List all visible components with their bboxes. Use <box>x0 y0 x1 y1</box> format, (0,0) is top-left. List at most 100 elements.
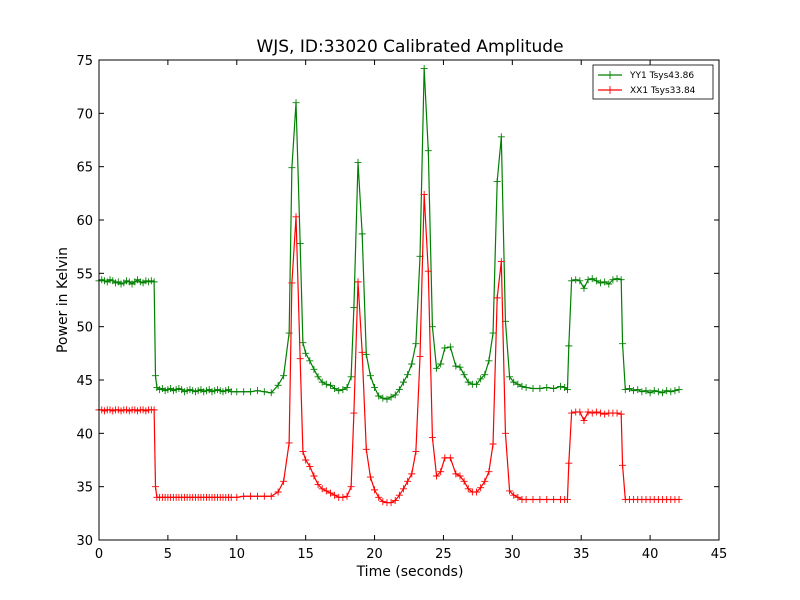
y-tick-label: 70 <box>76 107 93 122</box>
legend: YY1 Tsys43.86 XX1 Tsys33.84 <box>592 64 714 100</box>
data-point-marker <box>331 491 339 499</box>
data-point-marker <box>280 372 288 380</box>
data-point-marker <box>563 386 571 394</box>
series-1 <box>95 65 683 403</box>
data-point-marker <box>568 409 576 417</box>
data-point-marker <box>288 164 296 172</box>
data-point-marker <box>588 409 596 417</box>
data-point-marker <box>399 378 407 386</box>
legend-marker <box>606 71 614 79</box>
data-point-marker <box>302 349 310 357</box>
data-point-marker <box>404 371 412 379</box>
data-point-marker <box>565 342 573 350</box>
data-point-marker <box>274 381 282 389</box>
data-point-marker <box>654 388 662 396</box>
data-point-marker <box>529 385 537 393</box>
data-point-marker <box>260 492 268 500</box>
y-tick-label: 50 <box>76 321 93 336</box>
data-point-marker <box>557 382 565 390</box>
data-point-marker <box>151 372 159 380</box>
data-point-marker <box>489 329 497 337</box>
data-point-marker <box>347 373 355 381</box>
data-point-marker <box>274 488 282 496</box>
data-point-marker <box>493 294 501 302</box>
data-point-marker <box>408 470 416 478</box>
data-point-marker <box>318 485 326 493</box>
data-point-marker <box>362 350 370 358</box>
data-point-marker <box>592 277 600 285</box>
data-point-marker <box>404 477 412 485</box>
data-point-marker <box>292 99 300 107</box>
data-point-marker <box>634 386 642 394</box>
data-point-marker <box>296 239 304 247</box>
data-point-marker <box>395 386 403 394</box>
data-point-marker <box>601 278 609 286</box>
data-point-marker <box>343 383 351 391</box>
data-point-marker <box>347 483 355 491</box>
data-point-marker <box>395 491 403 499</box>
chart-title: WJS, ID:33020 Calibrated Amplitude <box>256 37 563 57</box>
data-point-marker <box>253 387 261 395</box>
data-point-marker <box>335 387 343 395</box>
data-point-marker <box>433 472 441 480</box>
data-point-marker <box>613 409 621 417</box>
x-tick-label: 10 <box>229 547 246 562</box>
data-point-marker <box>675 495 683 503</box>
data-point-marker <box>617 410 625 418</box>
data-point-marker <box>650 387 658 395</box>
data-point-marker <box>572 276 580 284</box>
data-point-marker <box>506 487 514 495</box>
data-point-marker <box>428 434 436 442</box>
data-point-marker <box>588 275 596 283</box>
data-point-marker <box>326 489 334 497</box>
data-point-marker <box>253 492 261 500</box>
data-point-marker <box>485 468 493 476</box>
x-tick-label: 20 <box>366 547 383 562</box>
data-point-marker <box>659 389 667 397</box>
data-point-marker <box>473 380 481 388</box>
legend-marker <box>606 86 614 94</box>
data-point-marker <box>576 408 584 416</box>
x-tick-label: 40 <box>642 547 659 562</box>
data-point-marker <box>510 378 518 386</box>
data-point-marker <box>536 385 544 393</box>
data-point-marker <box>452 470 460 478</box>
series-layer <box>95 65 683 507</box>
data-point-marker <box>437 468 445 476</box>
data-point-marker <box>247 492 255 500</box>
data-point-marker <box>446 343 454 351</box>
data-point-marker <box>563 495 571 503</box>
data-point-marker <box>288 279 296 287</box>
data-point-marker <box>543 383 551 391</box>
data-point-marker <box>420 65 428 73</box>
data-point-marker <box>675 386 683 394</box>
y-axis-ticks: 30 35 40 45 50 55 60 65 70 75 <box>76 54 719 549</box>
data-point-marker <box>314 481 322 489</box>
x-tick-label: 35 <box>573 547 590 562</box>
data-point-marker <box>299 339 307 347</box>
plot-background <box>99 60 719 540</box>
data-point-marker <box>358 230 366 238</box>
data-point-marker <box>306 357 314 365</box>
data-point-marker <box>387 393 395 401</box>
plot-frame <box>98 59 720 541</box>
x-tick-label: 0 <box>95 547 103 562</box>
x-axis-ticks: 0 5 10 15 20 25 30 35 40 45 <box>95 60 727 562</box>
data-point-marker <box>625 385 633 393</box>
data-point-marker <box>592 408 600 416</box>
x-tick-label: 5 <box>164 547 172 562</box>
data-point-marker <box>605 280 613 288</box>
data-point-marker <box>584 276 592 284</box>
data-point-marker <box>433 364 441 372</box>
data-point-marker <box>306 462 314 470</box>
data-point-marker <box>280 477 288 485</box>
data-point-marker <box>506 373 514 381</box>
data-point-marker <box>354 158 362 166</box>
y-tick-label: 35 <box>76 481 93 496</box>
data-point-marker <box>285 439 293 447</box>
data-point-marker <box>267 492 275 500</box>
x-tick-label: 25 <box>435 547 452 562</box>
data-point-marker <box>441 344 449 352</box>
data-point-marker <box>619 340 627 348</box>
data-point-marker <box>416 353 424 361</box>
